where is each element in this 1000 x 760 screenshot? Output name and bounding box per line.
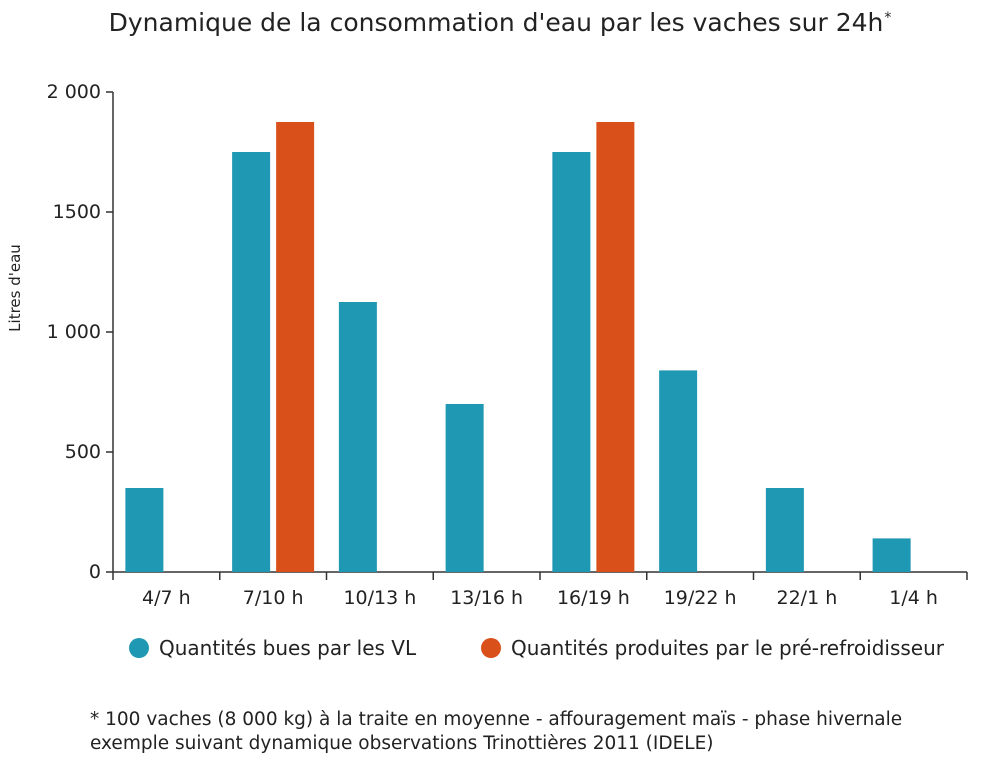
- x-tick-label: 19/22 h: [664, 587, 737, 609]
- bar-produced: [276, 122, 315, 572]
- legend-swatch-produced: [481, 638, 501, 658]
- legend-item-produced: Quantités produites par le pré-refroidis…: [481, 636, 944, 660]
- x-tick-label: 7/10 h: [243, 587, 304, 609]
- bar-consumed: [232, 152, 271, 572]
- legend-label-consumed: Quantités bues par les VL: [159, 636, 417, 660]
- bar-chart: 0 500 1 000 1500 2 000 Litres d'eau 4/7 h 7/10 …: [6, 81, 968, 609]
- bar-consumed: [872, 538, 911, 572]
- bar-consumed: [765, 488, 804, 572]
- legend-swatch-consumed: [129, 638, 149, 658]
- x-tick-label: 16/19 h: [557, 587, 630, 609]
- x-tick-label: 4/7 h: [142, 587, 191, 609]
- legend-label-produced: Quantités produites par le pré-refroidis…: [511, 636, 944, 660]
- y-tick-label: 500: [65, 441, 101, 463]
- bar-consumed: [659, 370, 698, 572]
- y-tick-label: 0: [89, 561, 101, 583]
- y-tick-label: 1500: [53, 201, 101, 223]
- x-tick-label: 13/16 h: [450, 587, 523, 609]
- y-axis-title: Litres d'eau: [6, 244, 24, 332]
- chart-title: Dynamique de la consommation d'eau par l…: [108, 8, 892, 37]
- y-tick-label: 2 000: [47, 81, 101, 103]
- bar-consumed: [445, 404, 484, 572]
- bar-produced: [596, 122, 635, 572]
- bar-consumed: [338, 302, 377, 572]
- x-tick-label: 22/1 h: [777, 587, 838, 609]
- legend-item-consumed: Quantités bues par les VL: [129, 636, 416, 660]
- footnote-line-1: * 100 vaches (8 000 kg) à la traite en m…: [90, 709, 903, 730]
- y-tick-label: 1 000: [47, 321, 101, 343]
- bar-consumed: [125, 488, 164, 572]
- bar-consumed: [552, 152, 591, 572]
- footnote-line-2: exemple suivant dynamique observations T…: [90, 733, 714, 754]
- x-tick-label: 10/13 h: [343, 587, 416, 609]
- title-footnote-mark: *: [884, 10, 892, 26]
- x-tick-label: 1/4 h: [889, 587, 938, 609]
- footnote: * 100 vaches (8 000 kg) à la traite en m…: [90, 708, 902, 756]
